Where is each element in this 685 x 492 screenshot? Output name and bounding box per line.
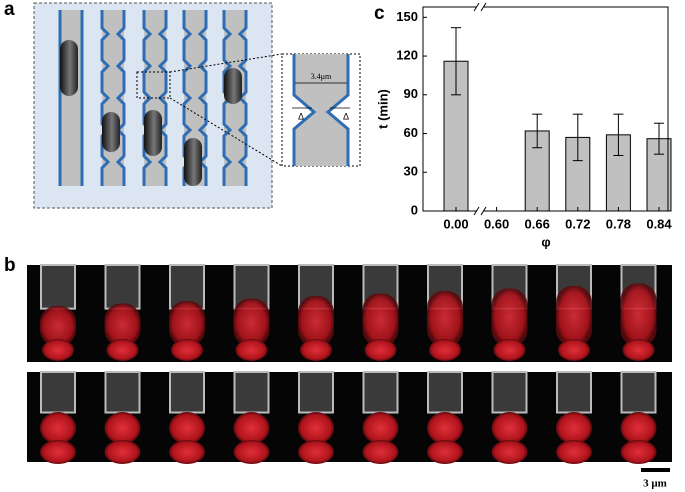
- zoom-box: [136, 71, 171, 99]
- cell-image: [233, 440, 270, 464]
- channel-wall: [58, 10, 84, 186]
- axis-break: [473, 206, 487, 216]
- y-tick-label: 150: [396, 9, 418, 24]
- cell-image: [233, 298, 270, 346]
- channel-image: [298, 371, 334, 414]
- zoom-line: [169, 97, 283, 167]
- cell-image: [556, 412, 592, 444]
- cell-image: [620, 440, 657, 464]
- panel-label: b: [4, 255, 16, 276]
- channel-wall: [100, 10, 126, 186]
- cell-image: [42, 339, 74, 361]
- channel-image: [104, 371, 141, 414]
- channel-image: [427, 371, 463, 414]
- cell: [224, 68, 242, 104]
- frames: [40, 264, 657, 464]
- x-tick-label: 0.60: [484, 216, 509, 231]
- width-label: 3.4μm: [311, 72, 332, 81]
- channel-image: [40, 371, 76, 414]
- cell-image: [620, 412, 657, 444]
- panel-label: a: [4, 0, 15, 20]
- cell-image: [491, 412, 528, 444]
- cell-image: [104, 412, 141, 444]
- y-tick-label: 0: [411, 202, 418, 217]
- cell-image: [558, 339, 590, 361]
- zoom-line: [169, 53, 283, 73]
- channel-image: [104, 264, 141, 310]
- x-axis-label: φ: [541, 234, 550, 249]
- cell-image: [491, 440, 528, 464]
- cell: [184, 138, 202, 186]
- channel-image: [491, 371, 528, 414]
- x-tick-label: 0.72: [565, 216, 590, 231]
- y-axis-label: t (min): [375, 89, 390, 129]
- cell-image: [427, 440, 463, 464]
- cell-image: [556, 440, 592, 464]
- channel-image: [233, 371, 270, 414]
- cell-image: [40, 412, 76, 444]
- cell-image: [298, 296, 334, 346]
- y-tick-label: 30: [404, 164, 418, 179]
- y-tick-label: 60: [404, 125, 418, 140]
- cell-image: [106, 339, 139, 361]
- x-tick-label: 0.66: [525, 216, 550, 231]
- zoom-channel: [294, 54, 348, 166]
- scale-bar-label: 3 μm: [643, 478, 667, 490]
- zoom-wall: [292, 54, 350, 166]
- cell-image: [362, 440, 399, 464]
- bar-chart: t (min) φ 0 30 60 90 120 150 0.00 0.60 0.66 0.72 0…: [375, 2, 672, 249]
- cell-image: [298, 412, 334, 444]
- cell-image: [427, 412, 463, 444]
- gap-label: Δ: [298, 111, 304, 121]
- x-tick-label: 0.00: [443, 216, 468, 231]
- y-tick-label: 120: [396, 48, 418, 63]
- gap-label: Δ: [343, 111, 349, 121]
- cell-image: [429, 339, 461, 361]
- cell-image: [298, 440, 334, 464]
- cell-image: [362, 412, 399, 444]
- cell-image: [622, 339, 655, 361]
- cell-image: [40, 306, 76, 346]
- cell-image: [104, 303, 141, 346]
- cell-image: [169, 412, 205, 444]
- cell: [102, 112, 120, 152]
- cell-image: [40, 440, 76, 464]
- cell-image: [427, 291, 463, 346]
- cell-image: [362, 293, 399, 346]
- panel-label: c: [374, 3, 385, 24]
- cell-image: [169, 440, 205, 464]
- cell-image: [169, 301, 205, 346]
- axis-break-gap: [477, 208, 483, 214]
- cell-image: [233, 412, 270, 444]
- cell: [60, 40, 78, 96]
- channel: [60, 10, 82, 186]
- channel-image: [556, 371, 592, 414]
- cell-image: [300, 339, 332, 361]
- channel-image: [362, 371, 399, 414]
- cell-image: [171, 339, 203, 361]
- axis-break: [473, 2, 487, 12]
- cell-image: [235, 339, 268, 361]
- x-tick-label: 0.84: [646, 216, 672, 231]
- channel-image: [620, 371, 657, 414]
- cell: [144, 110, 162, 156]
- x-tick-label: 0.78: [606, 216, 631, 231]
- cell-image: [364, 339, 397, 361]
- axis-break-gap: [477, 4, 483, 10]
- scale-bar: [641, 468, 670, 472]
- y-tick-label: 90: [404, 86, 418, 101]
- channel-image: [169, 371, 205, 414]
- cell-image: [493, 339, 526, 361]
- cell-image: [104, 440, 141, 464]
- cell-image: [491, 288, 528, 346]
- cell-image: [556, 286, 592, 346]
- cell-image: [620, 283, 657, 346]
- channel-image: [40, 264, 76, 310]
- plot-frame: [422, 6, 669, 212]
